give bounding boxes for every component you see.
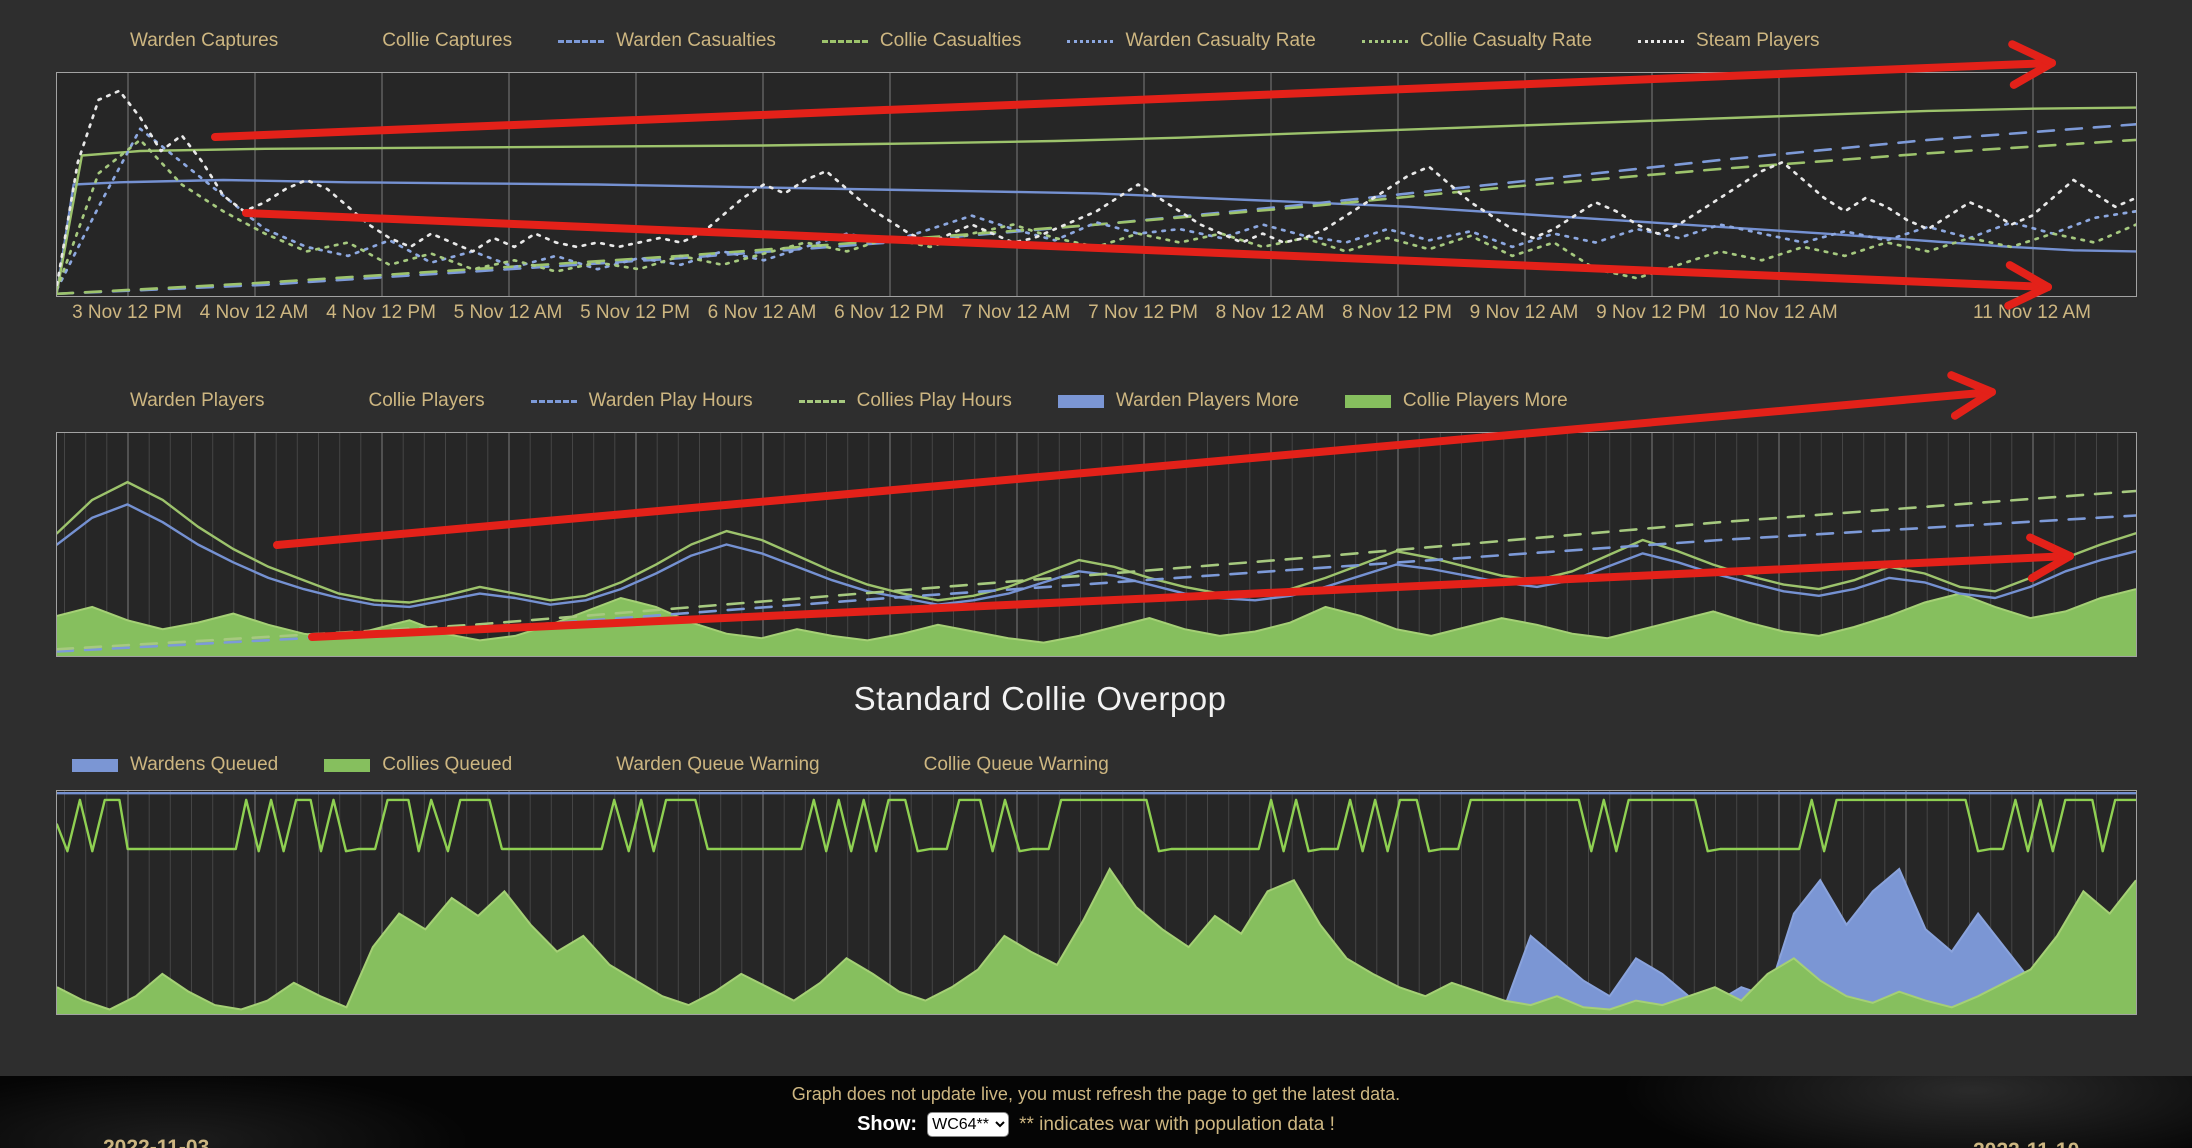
legend-swatch-icon xyxy=(558,39,605,43)
captures-plot-svg xyxy=(57,73,2136,296)
population-note: ** indicates war with population data ! xyxy=(1019,1113,1335,1135)
x-axis-label: 4 Nov 12 PM xyxy=(326,302,436,323)
war-select[interactable]: WC64** xyxy=(927,1112,1010,1137)
x-axis-label: 4 Nov 12 AM xyxy=(199,302,309,323)
legend-swatch-icon xyxy=(1344,394,1391,408)
players-plot-svg xyxy=(57,433,2136,656)
queue-chart[interactable] xyxy=(56,790,2137,1015)
show-label: Show: xyxy=(857,1113,918,1135)
legend-swatch-icon xyxy=(530,399,577,403)
x-axis-label: 6 Nov 12 PM xyxy=(834,302,944,323)
x-axis-label: 8 Nov 12 AM xyxy=(1215,302,1325,323)
legend-swatch-icon xyxy=(72,758,118,772)
legend-swatch-icon xyxy=(1067,39,1114,43)
legend-label: Warden Play Hours xyxy=(588,390,753,411)
legend-label: Warden Queue Warning xyxy=(616,754,820,775)
legend-swatch-icon xyxy=(1057,394,1104,408)
x-axis-label: 3 Nov 12 PM xyxy=(72,302,182,323)
players-overpop-chart[interactable] xyxy=(56,432,2137,657)
legend-label: Collie Casualty Rate xyxy=(1419,30,1593,51)
legend-swatch-icon xyxy=(1361,39,1408,43)
legend-item-collie-players-more: Collie Players More xyxy=(1344,390,1568,412)
queue-plot-svg xyxy=(57,791,2136,1014)
x-axis-label: 7 Nov 12 AM xyxy=(961,302,1071,323)
war-end-date: 2022-11-10 xyxy=(1973,1139,2079,1148)
legend-label: Warden Players More xyxy=(1115,390,1299,411)
legend-label: Warden Players xyxy=(130,390,265,411)
legend-item-warden-queue-warning: Warden Queue Warning xyxy=(558,754,819,776)
x-axis-label: 6 Nov 12 AM xyxy=(707,302,817,323)
legend-item-warden-players: Warden Players xyxy=(72,390,264,412)
x-axis-label: 5 Nov 12 PM xyxy=(580,302,690,323)
legend-label: Warden Captures xyxy=(130,30,279,51)
legend-label: Wardens Queued xyxy=(130,754,279,775)
refresh-notice: Graph does not update live, you must ref… xyxy=(791,1084,1401,1104)
legend-item-collie-queue-warning: Collie Queue Warning xyxy=(866,754,1109,776)
legend-label: Collie Queue Warning xyxy=(923,754,1109,775)
legend-label: Collie Players More xyxy=(1402,390,1568,411)
x-axis-label: 11 Nov 12 AM xyxy=(1973,302,2091,323)
legend-label: Steam Players xyxy=(1696,30,1820,51)
legend-label: Collie Captures xyxy=(382,30,513,51)
legend-item-warden-casualty-rate: Warden Casualty Rate xyxy=(1067,30,1316,52)
legend-swatch-icon xyxy=(798,399,845,403)
chart-title: Standard Collie Overpop xyxy=(853,680,1227,717)
legend-label: Collies Play Hours xyxy=(856,390,1012,411)
x-axis-label: 8 Nov 12 PM xyxy=(1342,302,1452,323)
legend-item-wardens-queued: Wardens Queued xyxy=(72,754,278,776)
captures-chart-legend: Warden Captures Collie Captures Warden Cas… xyxy=(72,28,1820,54)
war-selector-row: Show: WC64** ** indicates war with popul… xyxy=(0,1112,2192,1137)
x-axis-label: 7 Nov 12 PM xyxy=(1088,302,1198,323)
legend-label: Collie Casualties xyxy=(879,30,1022,51)
x-axis-label: 9 Nov 12 AM xyxy=(1469,302,1579,323)
legend-item-warden-players-more: Warden Players More xyxy=(1057,390,1299,412)
legend-item-steam-players: Steam Players xyxy=(1638,30,1820,52)
legend-item-warden-casualties: Warden Casualties xyxy=(558,30,776,52)
legend-swatch-icon xyxy=(1638,39,1685,43)
x-axis-label: 9 Nov 12 PM xyxy=(1596,302,1706,323)
legend-item-warden-play-hours: Warden Play Hours xyxy=(530,390,753,412)
legend-item-collie-casualty-rate: Collie Casualty Rate xyxy=(1361,30,1593,52)
x-axis-label: 10 Nov 12 AM xyxy=(1718,302,1838,323)
war-start-date: 2022-11-03 xyxy=(103,1136,210,1148)
legend-label: Warden Casualty Rate xyxy=(1125,30,1316,51)
players-chart-legend: Warden Players Collie Players Warden Play … xyxy=(72,388,1568,414)
legend-item-collie-players: Collie Players xyxy=(310,390,484,412)
legend-item-warden-captures: Warden Captures xyxy=(72,30,278,52)
queue-chart-legend: Wardens Queued Collies Queued Warden Queue… xyxy=(72,752,1109,778)
legend-swatch-icon xyxy=(821,39,868,43)
x-axis-labels: 3 Nov 12 PM 4 Nov 12 AM 4 Nov 12 PM 5 Nov 1… xyxy=(0,302,2192,328)
legend-label: Warden Casualties xyxy=(616,30,776,51)
footer-bar: Graph does not update live, you must ref… xyxy=(0,1076,2192,1148)
x-axis-label: 5 Nov 12 AM xyxy=(453,302,563,323)
legend-item-collie-captures: Collie Captures xyxy=(324,30,512,52)
legend-item-collies-queued: Collies Queued xyxy=(324,754,512,776)
legend-swatch-icon xyxy=(324,758,371,772)
captures-casualties-chart[interactable] xyxy=(56,72,2137,297)
legend-item-collies-play-hours: Collies Play Hours xyxy=(798,390,1012,412)
legend-label: Collie Players xyxy=(368,390,485,411)
legend-item-collie-casualties: Collie Casualties xyxy=(821,30,1022,52)
legend-label: Collies Queued xyxy=(382,754,513,775)
